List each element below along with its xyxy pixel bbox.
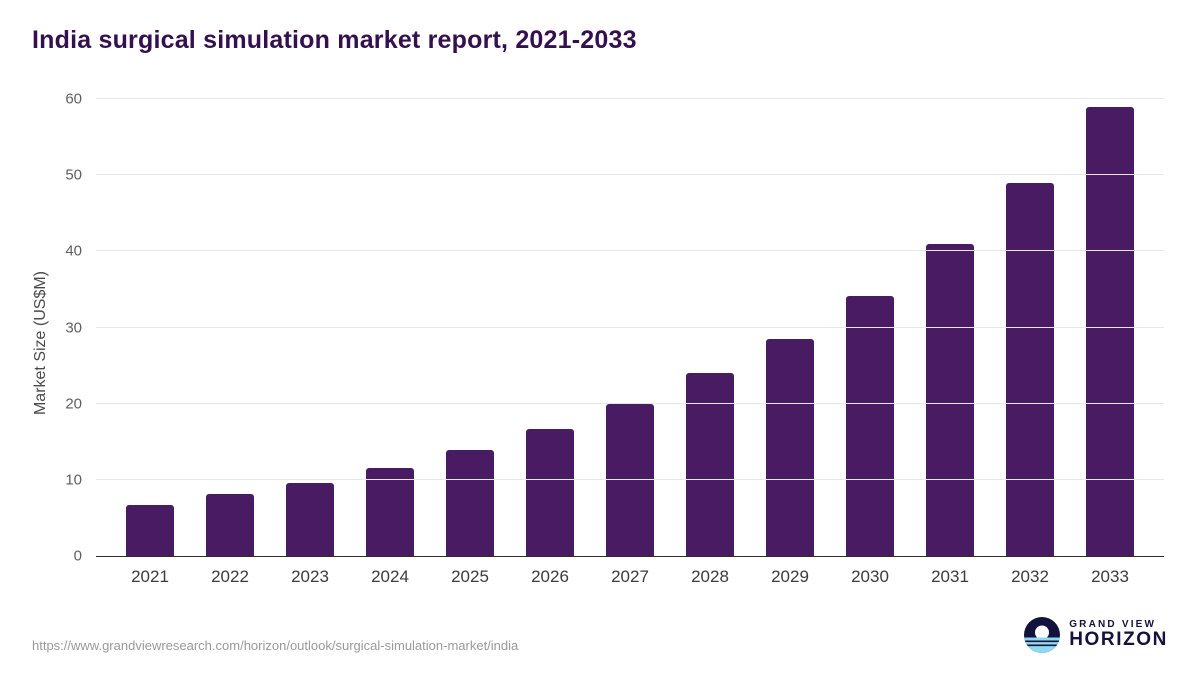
x-tick-2028: 2028: [691, 567, 729, 586]
x-label-slot-2022: 2022: [190, 567, 270, 587]
bar-slot-2022: [190, 99, 270, 556]
source-url: https://www.grandviewresearch.com/horizo…: [32, 638, 519, 653]
bar-2027: [606, 404, 654, 556]
x-label-slot-2023: 2023: [270, 567, 350, 587]
y-axis: Market Size (US$M): [28, 99, 54, 587]
bar-slot-2024: [350, 99, 430, 556]
x-tick-2025: 2025: [451, 567, 489, 586]
x-label-slot-2026: 2026: [510, 567, 590, 587]
bar-slot-2021: [110, 99, 190, 556]
x-axis-labels: 2021 2022 2023 2024 2025 2026 2027 2028 2029 2030…: [96, 567, 1164, 587]
bar-2022: [206, 494, 254, 556]
gridline-40: [96, 250, 1164, 252]
brand-name-bottom: HORIZON: [1069, 629, 1168, 651]
horizon-logo-icon: [1024, 617, 1061, 653]
bar-slot-2027: [590, 99, 670, 556]
x-tick-2031: 2031: [931, 567, 969, 586]
bar-slot-2030: [830, 99, 910, 556]
bar-chart: Market Size (US$M) 0 10 20 30 40 50 60 2021 202…: [28, 91, 1164, 587]
x-label-slot-2033: 2033: [1070, 567, 1150, 587]
bar-2033: [1086, 106, 1134, 556]
x-tick-2026: 2026: [531, 567, 569, 586]
y-tick-60: 60: [65, 90, 82, 108]
x-tick-2033: 2033: [1091, 567, 1129, 586]
bar-2024: [366, 468, 414, 556]
x-label-slot-2030: 2030: [830, 567, 910, 587]
y-tick-0: 0: [73, 547, 82, 565]
bar-slot-2032: [990, 99, 1070, 556]
x-label-slot-2027: 2027: [590, 567, 670, 587]
x-label-slot-2025: 2025: [430, 567, 510, 587]
bar-2029: [766, 338, 814, 556]
bar-slot-2026: [510, 99, 590, 556]
x-tick-2032: 2032: [1011, 567, 1049, 586]
x-tick-2030: 2030: [851, 567, 889, 586]
x-tick-2021: 2021: [131, 567, 169, 586]
gridline-60: [96, 98, 1164, 99]
plot-area: 0 10 20 30 40 50 60: [65, 91, 1164, 565]
bar-2026: [526, 428, 574, 556]
x-tick-2023: 2023: [291, 567, 329, 586]
bar-2021: [126, 504, 174, 556]
brand-text: GRAND VIEW HORIZON: [1069, 618, 1168, 651]
x-label-slot-2029: 2029: [750, 567, 830, 587]
gridline-20: [96, 402, 1164, 404]
x-label-slot-2028: 2028: [670, 567, 750, 587]
bar-slot-2023: [270, 99, 350, 556]
bar-slot-2031: [910, 99, 990, 556]
brand-logo: GRAND VIEW HORIZON: [1024, 617, 1168, 653]
y-tick-30: 30: [65, 319, 82, 336]
gridline-10: [96, 478, 1164, 480]
bar-slot-2025: [430, 99, 510, 556]
bar-2032: [1006, 182, 1054, 556]
bar-2028: [686, 373, 734, 556]
bar-2030: [846, 295, 894, 556]
footer: https://www.grandviewresearch.com/horizo…: [0, 617, 1200, 675]
bar-slot-2033: [1070, 99, 1150, 556]
chart-title: India surgical simulation market report,…: [32, 26, 637, 54]
y-tick-40: 40: [65, 242, 82, 260]
bars-container: [96, 99, 1164, 556]
x-tick-2029: 2029: [771, 567, 809, 586]
gridline-30: [96, 326, 1164, 328]
x-label-slot-2021: 2021: [110, 567, 190, 587]
header: India surgical simulation market report,…: [0, 0, 1200, 55]
bar-2025: [446, 450, 494, 556]
bar-2031: [926, 243, 974, 556]
bar-2023: [286, 482, 334, 556]
y-tick-50: 50: [65, 166, 82, 184]
y-tick-10: 10: [65, 471, 82, 489]
x-label-slot-2031: 2031: [910, 567, 990, 587]
x-label-slot-2024: 2024: [350, 567, 430, 587]
x-tick-2027: 2027: [611, 567, 649, 586]
x-tick-2022: 2022: [211, 567, 249, 586]
plot-area-wrap: 0 10 20 30 40 50 60 2021 2022 2023 2024 2025 2026 20…: [65, 91, 1164, 587]
bar-slot-2029: [750, 99, 830, 556]
gridline-50: [96, 174, 1164, 176]
brand-name-top: GRAND VIEW: [1069, 618, 1157, 630]
x-tick-2024: 2024: [371, 567, 409, 586]
y-tick-20: 20: [65, 395, 82, 413]
y-axis-title: Market Size (US$M): [32, 270, 49, 416]
x-label-slot-2032: 2032: [990, 567, 1070, 587]
bar-slot-2028: [670, 99, 750, 556]
